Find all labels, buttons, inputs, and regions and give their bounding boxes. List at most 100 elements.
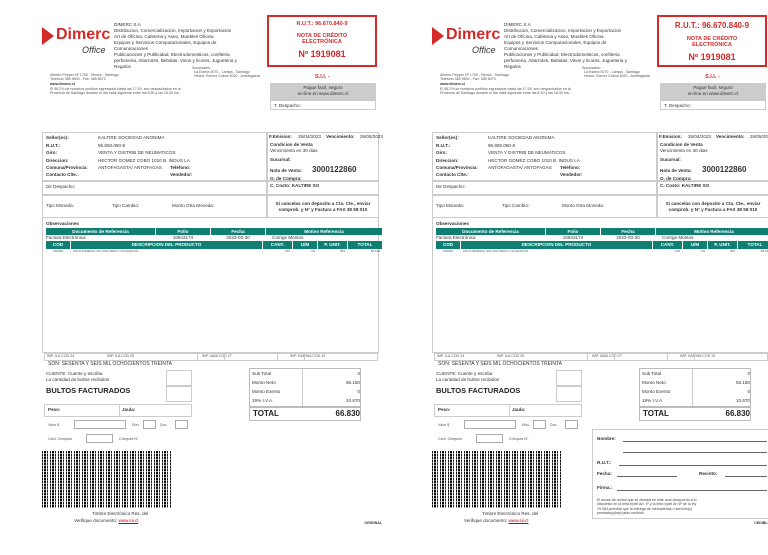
reference-row: Factura Electrónica 10643174 2023-03-30 Cor… bbox=[436, 235, 768, 241]
doc-type: NOTA DE CRÉDITO bbox=[296, 33, 348, 39]
verify-text: Verifique documento: www.sii.cl bbox=[74, 518, 138, 524]
document-id-box: R.U.T.: 96.670.840-9 NOTA DE CRÉDITO ELE… bbox=[267, 15, 377, 67]
reference-cell: 2023-03-30 bbox=[211, 235, 266, 241]
total-row-label: Monto Neto bbox=[252, 380, 276, 385]
bultos-box bbox=[166, 370, 192, 386]
doc-input bbox=[175, 420, 188, 429]
condicion-value: Vencimiento en 30 dias bbox=[270, 148, 318, 153]
tax-label: IMP. HARINA COD 19 bbox=[290, 354, 326, 358]
product-header-cell: P. UNIT. bbox=[318, 241, 348, 249]
nota-venta-value: 3000122860 bbox=[702, 165, 747, 174]
copy-label: CEDIBLE bbox=[754, 521, 768, 525]
vencimiento-label: Vencimiento: bbox=[326, 134, 355, 139]
total-row-label: Sub Total bbox=[252, 371, 272, 376]
dispatch-note: El 96,2% de nuestros pedidos ingresados … bbox=[440, 87, 571, 91]
branches-label: Sucursales: bbox=[192, 66, 211, 70]
t-despacho-label: T. Despacho: bbox=[664, 103, 691, 108]
monto-otra-label: Monto Otra Moneda: bbox=[562, 203, 605, 208]
logo-sub: Office bbox=[82, 45, 106, 55]
product-header-cell: CANT. bbox=[263, 241, 293, 249]
terms-lower-box bbox=[657, 181, 768, 195]
dir-despacho-box: Dir Despacho: bbox=[432, 181, 657, 195]
ccosto-label: C. Costo: bbox=[660, 183, 681, 188]
doc-type-2: ELECTRÓNICA bbox=[302, 39, 342, 45]
condicion-value: Vencimiento en 30 dias bbox=[660, 148, 708, 153]
receipt-acknowledgement-box: Nombre: R.U.T.: Fecha: Recinto: Firma.: … bbox=[592, 429, 768, 519]
issuer-activity: Equipos y Servicios Computacionales, Equ… bbox=[504, 40, 607, 45]
tax-label: IMP. ILA COD 24 bbox=[47, 354, 75, 358]
issuer-phone: Telefono 385 9800 - Fax: 385 8070 bbox=[440, 77, 496, 81]
jaula-label: Jaula: bbox=[122, 407, 136, 412]
product-cell: 160 bbox=[653, 249, 683, 254]
reference-cell: Corrige Montos bbox=[266, 235, 383, 241]
doc-input bbox=[565, 420, 578, 429]
customer-rut-label: R.U.T.: bbox=[436, 142, 451, 148]
nombre-label: Nombre: bbox=[597, 436, 616, 441]
bultos-title: BULTOS FACTURADOS bbox=[46, 386, 131, 395]
verify-label: Verifique documento: bbox=[74, 518, 118, 523]
product-cell: 100000 bbox=[436, 249, 461, 254]
telefono-label: Teléfono: bbox=[170, 165, 191, 170]
condicion-label: Condicion de Venta bbox=[660, 142, 703, 147]
verify-label: Verifique documento: bbox=[464, 518, 508, 523]
issuer-name: DIMERC S.A bbox=[114, 22, 141, 27]
efec-input bbox=[533, 420, 546, 429]
issuer-activity: perfumeria, Abarrotes, Bebidas, Vinos y … bbox=[114, 58, 237, 63]
tax-cell bbox=[277, 353, 305, 361]
vencimiento-label: Vencimiento: bbox=[716, 134, 745, 139]
legal-text: 19.983,acredita que la entrega de mercad… bbox=[597, 506, 692, 511]
total-row-label: 19% I.V.A. bbox=[252, 398, 274, 403]
issuer-activity: Equipos y Servicios Computacionales, Equ… bbox=[114, 40, 217, 45]
timbre-label: Timbre Electrónico Res. del bbox=[482, 511, 539, 516]
telefono-label: Teléfono: bbox=[560, 165, 581, 170]
product-cell: 56.160 bbox=[738, 249, 768, 253]
doc-label: Doc. bbox=[550, 423, 558, 427]
product-cell: 160 bbox=[263, 249, 293, 254]
dir-despacho-label: Dir Despacho: bbox=[436, 184, 466, 189]
customer-box bbox=[432, 132, 657, 181]
customer-rut-value: 96.850.050-8 bbox=[98, 142, 126, 148]
product-header-cell: P. UNIT. bbox=[708, 241, 738, 249]
dir-despacho-box: Dir Despacho: bbox=[42, 181, 267, 195]
pdf417-barcode bbox=[42, 451, 172, 508]
efec-label: Efec. bbox=[522, 423, 531, 427]
verify-text: Verifique documento: www.sii.cl bbox=[464, 518, 528, 524]
total-row-label: Monto Neto bbox=[642, 380, 666, 385]
deposit-box: Si cancelas con deposito a Cta. Cte., en… bbox=[657, 195, 768, 218]
cant-cheques-label: Cant. Cheques bbox=[438, 437, 462, 441]
product-header-cell: CANT. bbox=[653, 241, 683, 249]
recinto-label: Recinto: bbox=[699, 471, 718, 476]
sii-link[interactable]: www.sii.cl bbox=[118, 518, 139, 523]
branch: La Estera 0070 - Lampa - Santiago bbox=[194, 70, 250, 74]
reference-cell: 2023-03-30 bbox=[601, 235, 656, 241]
currency-box bbox=[432, 195, 657, 218]
branches-label: Sucursales: bbox=[582, 66, 601, 70]
total-row-label: Monto Exento bbox=[642, 389, 671, 394]
vendedor-label: Vendedor: bbox=[560, 172, 583, 177]
sucursal-label: Sucursal: bbox=[660, 157, 681, 162]
bultos-instruction: CLIENTE: Cuente y escriba bbox=[436, 371, 493, 376]
fecha-label: Fecha: bbox=[597, 471, 612, 476]
deposit-text: comprob. y N° y Factura a FAX 38 58 010 bbox=[278, 206, 368, 212]
nota-venta-label: Nota de Venta: bbox=[660, 168, 692, 173]
issuer-rut: R.U.T.: 96.670.840-9 bbox=[296, 21, 348, 27]
issuer-activity: Publicaciones y Publicidad, Electrodomes… bbox=[114, 52, 230, 57]
observaciones-label: Observaciones bbox=[436, 221, 469, 226]
oc-label: O. de Compra: bbox=[660, 176, 692, 181]
totals-box bbox=[249, 368, 361, 407]
product-row: 100000 AGUA MINERAL SIN GAS 500CC CACHANT… bbox=[436, 249, 768, 254]
logo-chevron-icon bbox=[432, 27, 444, 45]
product-cell: AGUA MINERAL SIN GAS 500CC CACHANTUN bbox=[461, 249, 653, 254]
total-row-value: 0 bbox=[357, 371, 360, 376]
reference-header-cell: Documento de Referencia bbox=[46, 228, 156, 235]
customer-direccion-value: HECTOR GOMEZ COBO 1010 B. INDUS LA bbox=[488, 157, 580, 163]
bultos-box bbox=[556, 386, 582, 402]
oc-label: O. de Compra: bbox=[270, 176, 302, 181]
sii-link[interactable]: www.sii.cl bbox=[508, 518, 529, 523]
deposit-text: comprob. y N° y Factura a FAX 38 58 010 bbox=[668, 206, 758, 212]
product-row: 100000 AGUA MINERAL SIN GAS 500CC CACHANT… bbox=[46, 249, 383, 254]
customer-giro-label: Giro: bbox=[436, 150, 447, 155]
reference-header-cell: Documento de Referencia bbox=[436, 228, 546, 235]
product-header-cell: DESCRIPCION DEL PRODUCTO bbox=[71, 241, 263, 249]
tax-cell bbox=[667, 353, 695, 361]
